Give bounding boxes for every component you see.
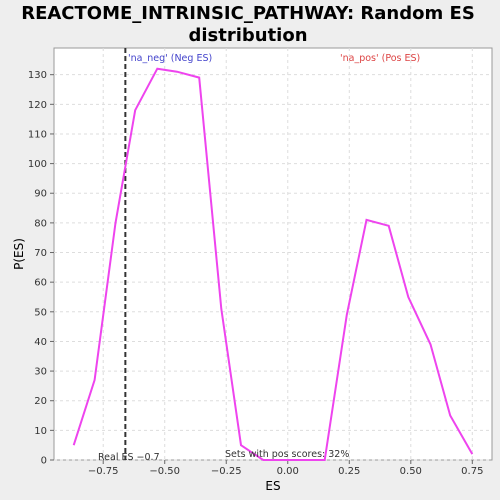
y-tick-label: 90	[34, 189, 47, 200]
es-density-line	[72, 67, 474, 461]
x-tick-label: 0.75	[461, 466, 483, 477]
y-tick-label: 70	[34, 248, 47, 259]
x-tick-label: −0.25	[211, 466, 242, 477]
x-tick-label: −0.50	[149, 466, 180, 477]
pos-es-label: 'na_pos' (Pos ES)	[340, 53, 420, 64]
chart-title-line-2: distribution	[188, 25, 307, 46]
x-tick-label: 0.50	[400, 466, 422, 477]
pos-scores-label: Sets with pos scores: 32%	[225, 449, 349, 460]
x-tick-label: −0.75	[88, 466, 119, 477]
chart-title-line-1: REACTOME_INTRINSIC_PATHWAY: Random ES	[21, 3, 475, 24]
y-tick-label: 30	[34, 367, 47, 378]
grid-lines	[54, 48, 492, 461]
y-tick-label: 0	[41, 456, 47, 467]
y-tick-label: 100	[28, 159, 47, 170]
y-tick-label: 60	[34, 278, 47, 289]
x-tick-label: 0.25	[338, 466, 360, 477]
y-axis-label: P(ES)	[12, 238, 26, 270]
y-tick-label: 50	[34, 307, 47, 318]
y-tick-label: 120	[28, 100, 47, 111]
y-tick-label: 110	[28, 129, 47, 140]
x-axis-ticks: −0.75 −0.50 −0.25 0.00 0.25 0.50 0.75	[88, 460, 483, 477]
real-es-label: Real ES −0.7	[98, 452, 160, 463]
neg-es-label: 'na_neg' (Neg ES)	[128, 53, 212, 64]
y-tick-label: 40	[34, 337, 47, 348]
y-tick-label: 10	[34, 426, 47, 437]
y-tick-label: 130	[28, 70, 47, 81]
y-tick-label: 20	[34, 396, 47, 407]
y-tick-label: 80	[34, 218, 47, 229]
x-tick-label: 0.00	[277, 466, 299, 477]
x-axis-label: ES	[265, 479, 280, 493]
plot-area	[53, 47, 493, 461]
y-axis-ticks: 0 10 20 30 40 50 60 70 80 90 100 110 120 130	[28, 70, 54, 467]
